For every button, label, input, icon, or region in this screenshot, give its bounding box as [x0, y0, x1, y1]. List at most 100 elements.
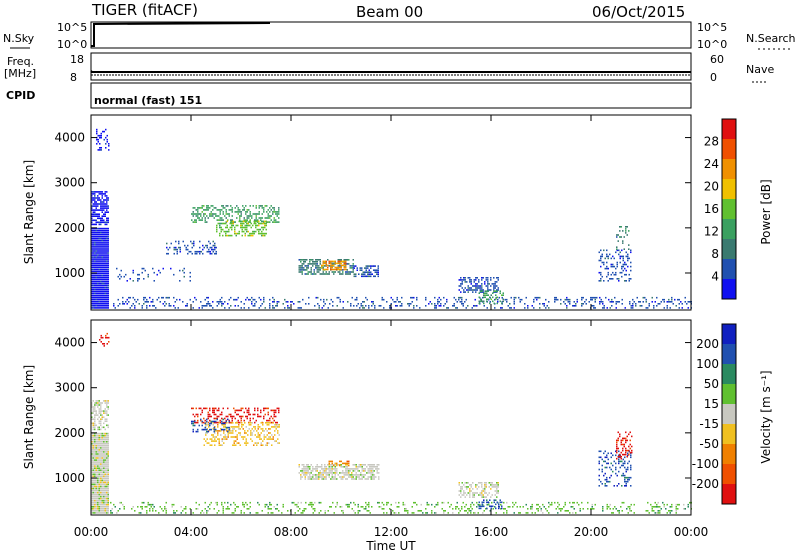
velocity-cell	[98, 408, 100, 410]
power-cell	[307, 263, 309, 265]
power-cell	[231, 207, 233, 209]
velocity-cell	[620, 451, 622, 454]
velocity-cell	[244, 430, 246, 432]
power-cell	[493, 289, 495, 291]
velocity-colorbar-tick: 200	[696, 337, 719, 351]
power-colorbar-label: Power [dB]	[759, 179, 773, 244]
power-cell	[252, 305, 254, 307]
velocity-cell	[98, 461, 100, 463]
power-cell	[240, 222, 242, 225]
velocity-cell	[146, 512, 148, 514]
velocity-cell	[220, 434, 222, 436]
power-cell	[263, 211, 265, 213]
velocity-cell	[469, 490, 471, 492]
velocity-cell	[141, 506, 143, 508]
power-cell	[269, 207, 271, 209]
power-cell	[191, 242, 193, 245]
power-cell	[309, 271, 311, 273]
velocity-cell	[242, 501, 244, 504]
power-cell	[321, 273, 323, 275]
velocity-cell	[366, 472, 368, 474]
velocity-cell	[98, 512, 100, 514]
velocity-cell	[223, 430, 225, 432]
velocity-cell	[104, 471, 106, 473]
velocity-cell	[274, 430, 276, 432]
power-cell	[106, 284, 108, 287]
velocity-cell	[420, 510, 422, 512]
velocity-cell	[472, 492, 474, 494]
velocity-cell	[91, 406, 93, 408]
power-cell	[301, 269, 303, 271]
velocity-cell	[248, 409, 250, 412]
power-cell	[261, 205, 263, 207]
velocity-cell	[182, 510, 184, 512]
velocity-cell	[94, 406, 96, 408]
velocity-cell	[103, 416, 105, 418]
power-cell	[438, 296, 440, 299]
velocity-cell	[537, 503, 539, 506]
power-cell	[107, 298, 109, 301]
velocity-cell	[625, 441, 627, 444]
power-cell	[243, 307, 245, 309]
power-cell	[107, 288, 109, 291]
velocity-cell	[348, 472, 350, 474]
velocity-cell	[609, 503, 611, 506]
power-cell	[182, 269, 184, 272]
velocity-cell	[606, 508, 608, 510]
power-cell	[364, 271, 366, 273]
power-cell	[316, 271, 318, 273]
power-cell	[202, 244, 204, 247]
velocity-cell	[97, 487, 99, 490]
velocity-cell	[107, 453, 109, 455]
velocity-cell	[298, 464, 300, 466]
velocity-cell	[275, 411, 277, 414]
velocity-cell	[94, 475, 96, 478]
power-cell	[302, 298, 304, 301]
power-cell	[234, 226, 236, 229]
velocity-cell	[95, 487, 97, 490]
power-cell	[95, 284, 97, 287]
power-cell	[103, 303, 105, 305]
velocity-cell	[324, 472, 326, 474]
power-cell	[478, 287, 480, 289]
power-cell	[467, 285, 469, 287]
power-cell	[630, 269, 632, 272]
power-cell	[507, 305, 509, 307]
velocity-cell	[351, 472, 353, 474]
power-cell	[513, 301, 515, 303]
power-cell	[681, 307, 683, 309]
velocity-cell	[91, 499, 93, 502]
velocity-cell	[625, 480, 627, 483]
velocity-cell	[470, 490, 472, 492]
velocity-cell	[174, 512, 176, 514]
power-cell	[106, 264, 108, 266]
velocity-cell	[623, 445, 625, 448]
velocity-cell	[100, 485, 102, 488]
power-cell	[615, 251, 617, 254]
velocity-cell	[262, 430, 264, 432]
velocity-cell	[617, 431, 619, 434]
velocity-cell	[316, 464, 318, 466]
power-cell	[446, 298, 448, 301]
velocity-cell	[92, 434, 94, 437]
velocity-cell	[95, 461, 97, 463]
velocity-cell	[100, 465, 102, 467]
velocity-cell	[348, 462, 350, 465]
velocity-cell	[525, 503, 527, 506]
velocity-cell	[239, 432, 241, 434]
velocity-cell	[91, 473, 93, 476]
power-cell	[383, 307, 385, 309]
power-cell	[100, 254, 102, 256]
power-cell	[340, 273, 342, 275]
power-cell	[306, 269, 308, 271]
velocity-cell	[364, 474, 366, 476]
velocity-cell	[484, 482, 486, 484]
power-cell	[231, 226, 233, 229]
velocity-cell	[369, 476, 371, 478]
velocity-cell	[479, 494, 481, 496]
power-cell	[97, 278, 99, 281]
power-cell	[249, 224, 251, 227]
velocity-cell	[95, 400, 97, 402]
velocity-cell	[235, 430, 237, 432]
power-cell	[244, 232, 246, 235]
